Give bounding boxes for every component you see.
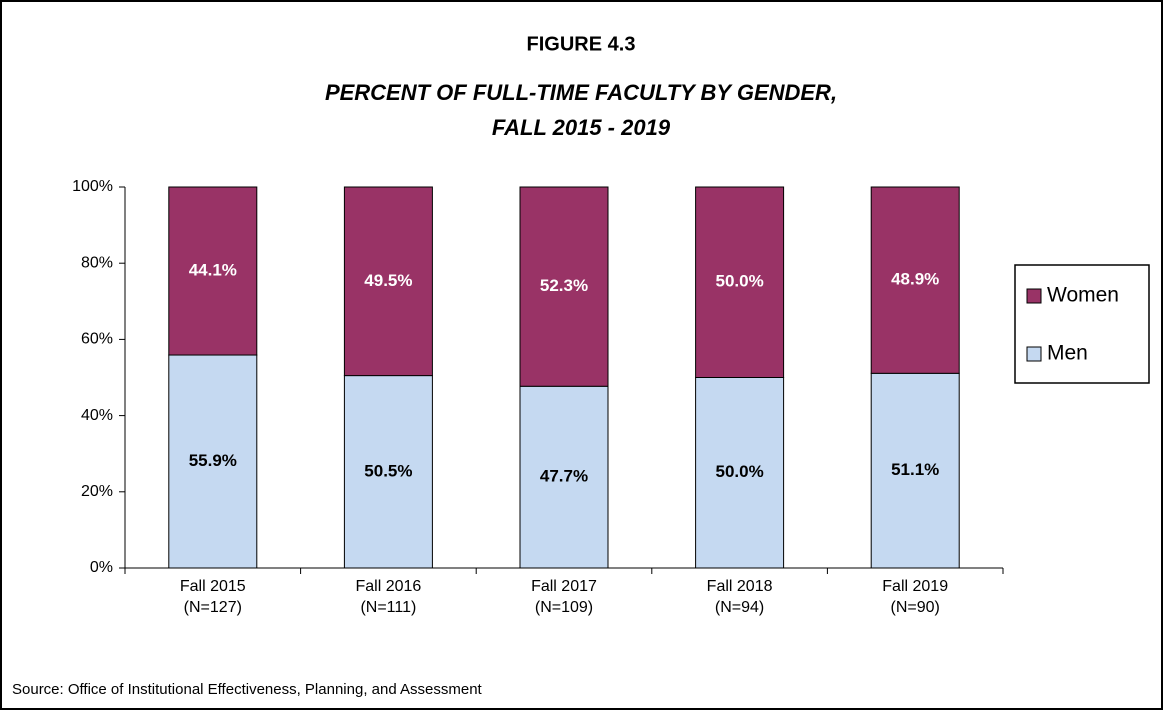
legend-label: Women — [1047, 284, 1119, 307]
data-label: 50.0% — [715, 462, 763, 481]
y-tick-label: 0% — [90, 559, 113, 576]
figure-label: FIGURE 4.3 — [527, 33, 636, 55]
y-tick-label: 80% — [81, 254, 113, 271]
data-label: 51.1% — [891, 460, 939, 479]
bar-segment — [519, 186, 609, 387]
bar-segment — [695, 186, 785, 378]
chart-title: FALL 2015 - 2019 — [492, 115, 671, 140]
bar-segment — [343, 375, 433, 569]
y-tick-label: 60% — [81, 331, 113, 348]
data-label: 48.9% — [891, 270, 939, 289]
data-label: 55.9% — [189, 451, 237, 470]
x-tick-label: Fall 2017 — [531, 578, 597, 595]
data-label: 44.1% — [189, 260, 237, 279]
bar-segment — [519, 385, 609, 569]
data-label: 50.0% — [715, 272, 763, 291]
legend-swatch — [1026, 346, 1042, 362]
x-tick-label: (N=90) — [891, 599, 940, 616]
x-tick-label: (N=109) — [535, 599, 593, 616]
x-tick-label: (N=127) — [184, 599, 242, 616]
data-label: 50.5% — [364, 461, 412, 480]
x-tick-label: Fall 2018 — [707, 578, 773, 595]
x-tick-label: (N=111) — [360, 599, 416, 616]
bar-segment — [870, 372, 960, 569]
data-label: 52.3% — [540, 276, 588, 295]
y-tick-label: 100% — [72, 178, 113, 195]
legend-swatch — [1026, 288, 1042, 304]
chart-title: PERCENT OF FULL-TIME FACULTY BY GENDER, — [325, 80, 837, 105]
data-label: 49.5% — [364, 271, 412, 290]
x-tick-label: Fall 2015 — [180, 578, 246, 595]
legend-box — [1014, 264, 1150, 384]
y-tick-label: 40% — [81, 407, 113, 424]
y-tick-label: 20% — [81, 483, 113, 500]
legend-label: Men — [1047, 342, 1088, 365]
x-tick-label: Fall 2019 — [882, 578, 948, 595]
bar-segment — [870, 186, 960, 374]
x-tick-label: Fall 2016 — [355, 578, 421, 595]
bar-segment — [168, 354, 258, 569]
x-tick-label: (N=94) — [715, 599, 764, 616]
bar-segment — [168, 186, 258, 356]
source-note: Source: Office of Institutional Effectiv… — [12, 681, 483, 698]
bar-segment — [343, 186, 433, 377]
data-label: 47.7% — [540, 467, 588, 486]
